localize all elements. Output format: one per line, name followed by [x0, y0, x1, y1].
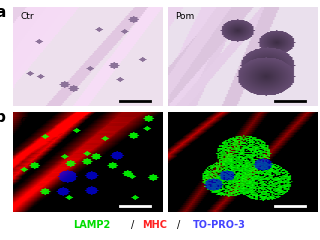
Text: Ctr: Ctr	[20, 12, 34, 21]
Text: Pom: Pom	[175, 117, 195, 126]
Text: /: /	[177, 220, 180, 230]
Text: TO-PRO-3: TO-PRO-3	[193, 220, 246, 230]
Text: /: /	[131, 220, 134, 230]
Text: MHC: MHC	[142, 220, 167, 230]
Text: b: b	[0, 110, 6, 125]
Text: a: a	[0, 5, 5, 20]
Text: Pom: Pom	[175, 12, 195, 21]
Text: LAMP2: LAMP2	[73, 220, 110, 230]
Text: Ctr: Ctr	[20, 117, 34, 126]
